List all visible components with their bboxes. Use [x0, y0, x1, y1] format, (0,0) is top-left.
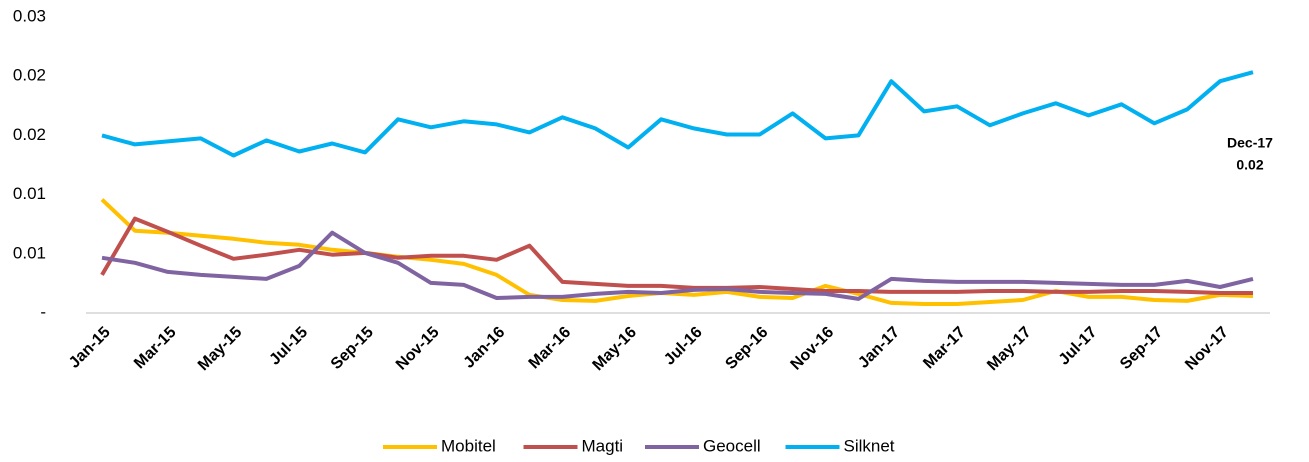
x-tick-label: Sep-17: [1117, 324, 1166, 373]
y-tick-label: -: [40, 302, 46, 321]
annotation-value: 0.02: [1236, 157, 1263, 173]
y-tick-label: 0.02: [13, 66, 46, 85]
legend-label: Mobitel: [441, 436, 496, 455]
series-line: [101, 230, 1254, 301]
x-tick-label: May-17: [984, 324, 1034, 374]
x-tick-label: Nov-16: [788, 324, 838, 374]
series-line: [100, 216, 1253, 295]
x-tick-label: Nov-17: [1182, 324, 1232, 374]
annotation-category: Dec-17: [1227, 135, 1273, 151]
x-tick-label: Jan-17: [855, 324, 903, 372]
x-tick-label: Jan-15: [66, 324, 114, 372]
x-tick-label: Mar-16: [526, 324, 575, 373]
x-tick-label: Jul-17: [1056, 324, 1101, 369]
y-tick-label: 0.02: [13, 125, 46, 144]
legend-label: Geocell: [703, 436, 761, 455]
y-tick-label: 0.01: [13, 243, 46, 262]
legend-label: Magti: [582, 436, 624, 455]
x-tick-label: Jul-16: [661, 324, 706, 369]
x-tick-label: Sep-16: [722, 324, 771, 373]
x-tick-label: Nov-15: [393, 324, 443, 374]
x-tick-label: Mar-15: [131, 324, 180, 373]
x-tick-label: Sep-15: [328, 324, 377, 373]
x-tick-label: Mar-17: [920, 324, 969, 373]
series-line: [101, 70, 1254, 158]
x-tick-label: Jan-16: [461, 324, 509, 372]
y-tick-label: 0.03: [13, 6, 46, 25]
y-tick-label: 0.01: [13, 184, 46, 203]
x-tick-label: Jul-15: [266, 324, 311, 369]
legend-label: Silknet: [844, 436, 895, 455]
x-tick-label: May-16: [590, 324, 640, 374]
x-tick-label: May-15: [195, 324, 245, 374]
